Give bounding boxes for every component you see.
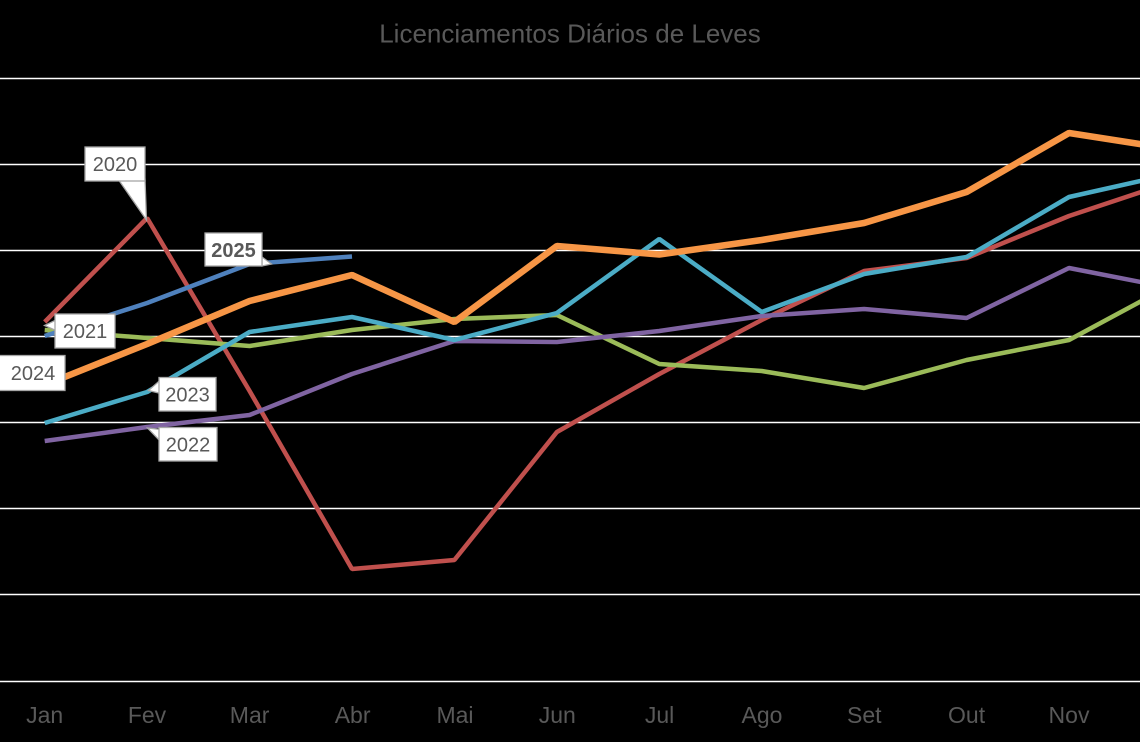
svg-text:Abr: Abr: [335, 702, 371, 728]
svg-text:Fev: Fev: [128, 702, 167, 728]
svg-text:2022: 2022: [166, 435, 211, 457]
svg-text:2025: 2025: [211, 240, 256, 262]
svg-text:2020: 2020: [93, 154, 138, 176]
svg-text:Ago: Ago: [742, 702, 783, 728]
svg-text:Licenciamentos Diários de Leve: Licenciamentos Diários de Leves: [379, 19, 761, 49]
svg-text:Nov: Nov: [1049, 702, 1090, 728]
svg-text:2023: 2023: [165, 385, 210, 407]
svg-text:Mai: Mai: [436, 702, 473, 728]
svg-text:2021: 2021: [63, 321, 108, 343]
svg-text:Jan: Jan: [26, 702, 63, 728]
svg-text:2024: 2024: [11, 363, 56, 385]
svg-text:Mar: Mar: [230, 702, 270, 728]
svg-text:Jul: Jul: [645, 702, 674, 728]
svg-text:Set: Set: [847, 702, 882, 728]
svg-text:Out: Out: [948, 702, 986, 728]
svg-text:Jun: Jun: [539, 702, 576, 728]
